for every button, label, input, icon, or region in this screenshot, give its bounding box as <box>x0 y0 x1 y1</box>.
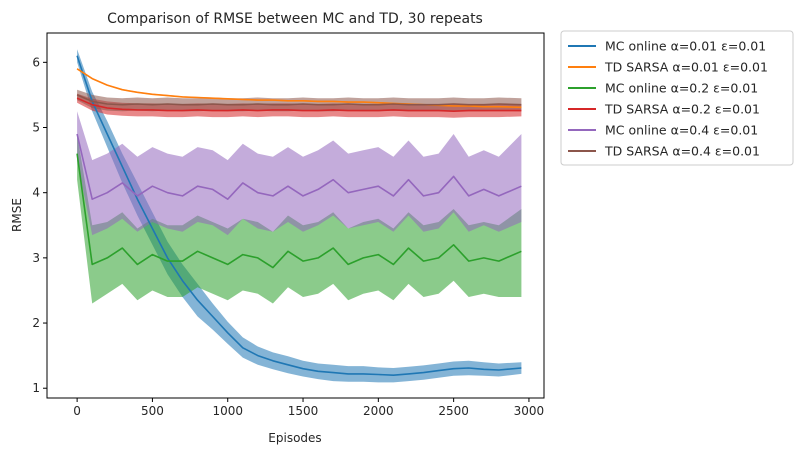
legend-label-mc-online-0-01-0-01: MC online α=0.01 ε=0.01 <box>605 39 766 54</box>
chart-title: Comparison of RMSE between MC and TD, 30… <box>107 11 483 27</box>
y-tick-label: 5 <box>32 121 40 135</box>
series-line-6 <box>76 94 522 106</box>
x-tick-label: 2000 <box>363 404 394 418</box>
series-line-4 <box>76 97 522 112</box>
series-lines <box>76 55 522 377</box>
legend-label-mc-online-0-2-0-01: MC online α=0.2 ε=0.01 <box>605 81 758 96</box>
x-tick-label: 3000 <box>514 404 545 418</box>
x-tick-label: 2500 <box>438 404 469 418</box>
band-3 <box>77 134 522 304</box>
series-line-5 <box>76 133 522 200</box>
band-1 <box>77 49 522 383</box>
x-axis-label: Episodes <box>268 431 321 445</box>
legend-label-td-sarsa-0-01-0-01: TD SARSA α=0.01 ε=0.01 <box>604 60 768 75</box>
series-line-3 <box>76 153 522 269</box>
y-tick-label: 4 <box>32 186 40 200</box>
y-tick-label: 1 <box>32 381 40 395</box>
x-axis-ticks: 0 500 1000 1500 2000 2500 3000 <box>73 398 544 418</box>
legend-box <box>560 30 794 166</box>
y-axis-label: RMSE <box>10 198 24 232</box>
legend-label-td-sarsa-0-4-0-01: TD SARSA α=0.4 ε=0.01 <box>604 144 760 159</box>
band-5 <box>77 111 522 236</box>
x-tick-label: 500 <box>141 404 164 418</box>
series-line-1 <box>76 55 522 377</box>
x-tick-label: 1000 <box>212 404 243 418</box>
legend-label-td-sarsa-0-2-0-01: TD SARSA α=0.2 ε=0.01 <box>604 102 760 117</box>
y-tick-label: 2 <box>32 316 40 330</box>
x-tick-label: 1500 <box>288 404 319 418</box>
y-tick-label: 3 <box>32 251 40 265</box>
y-axis-ticks: 1 2 3 4 5 6 <box>32 55 47 395</box>
series-line-2 <box>76 68 522 109</box>
legend-label-mc-online-0-4-0-01: MC online α=0.4 ε=0.01 <box>605 123 758 138</box>
confidence-bands <box>77 49 522 383</box>
legend-entries: MC online α=0.01 ε=0.01 TD SARSA α=0.01 ε… <box>568 39 768 159</box>
legend: MC online α=0.01 ε=0.01 TD SARSA α=0.01 ε… <box>560 30 794 166</box>
x-tick-label: 0 <box>73 404 81 418</box>
plot-area-frame <box>46 32 545 399</box>
y-tick-label: 6 <box>32 55 40 69</box>
